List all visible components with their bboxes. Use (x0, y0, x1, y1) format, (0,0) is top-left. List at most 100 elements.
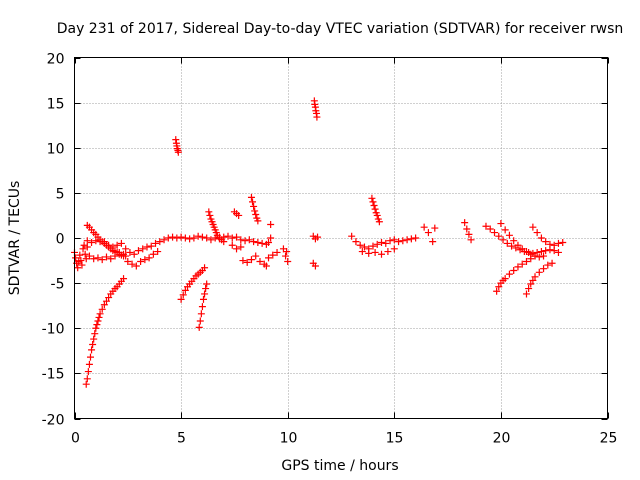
data-point (373, 240, 381, 248)
data-point (252, 211, 260, 219)
data-point (399, 237, 407, 245)
data-point (501, 275, 509, 283)
data-point (499, 236, 507, 244)
data-point (508, 242, 516, 250)
data-point (130, 250, 138, 258)
x-axis-label: GPS time / hours (281, 458, 398, 474)
data-point (395, 238, 403, 246)
data-point (356, 241, 364, 249)
data-point (461, 219, 469, 227)
data-point (554, 248, 562, 256)
data-point (378, 239, 386, 247)
data-point (267, 220, 275, 228)
data-point (224, 232, 232, 240)
series-lower-arc-21-2-22-5h (522, 259, 556, 298)
x-tick-label: 15 (386, 431, 404, 447)
data-point (74, 264, 82, 272)
series-arc-5-6h (177, 264, 209, 303)
data-point (186, 235, 194, 243)
data-point (382, 239, 390, 247)
data-point (84, 368, 92, 376)
data-point (518, 245, 526, 253)
data-point (128, 260, 136, 268)
data-point (81, 250, 89, 258)
data-point (201, 264, 209, 272)
y-tick-label: -20 (42, 413, 65, 429)
data-point (85, 252, 93, 260)
data-point (154, 248, 162, 256)
data-point (429, 238, 437, 246)
data-point (122, 245, 130, 253)
data-point (102, 253, 110, 261)
series-points-16-17h (420, 223, 439, 246)
data-point (542, 247, 550, 255)
data-point (283, 248, 291, 256)
data-point (262, 262, 270, 270)
data-point (198, 233, 206, 241)
data-point (403, 236, 411, 244)
series-cluster-8-9-5h (239, 220, 292, 270)
data-point (265, 239, 273, 247)
data-point (311, 262, 319, 270)
data-point (177, 233, 185, 241)
y-tick-label: -15 (42, 367, 65, 383)
data-point (503, 239, 511, 247)
x-tick-label: 10 (280, 431, 298, 447)
data-point (173, 234, 181, 242)
series-descending-arc-2 (497, 220, 548, 261)
data-point (126, 248, 134, 256)
y-tick-label: -5 (51, 277, 65, 293)
data-point (124, 257, 132, 265)
data-point (90, 335, 98, 343)
data-point (203, 234, 211, 242)
series-spike-14h (368, 194, 383, 226)
data-point (505, 270, 513, 278)
data-point (486, 225, 494, 233)
data-point (94, 317, 102, 325)
data-point (205, 208, 213, 216)
data-point (533, 248, 541, 256)
series-points-11-3h (309, 232, 322, 270)
data-point (89, 340, 97, 348)
data-point (522, 257, 530, 265)
data-point (247, 256, 255, 264)
data-point (314, 233, 322, 241)
data-marks (71, 97, 567, 388)
y-tick-label: 15 (47, 97, 65, 113)
data-point (120, 250, 128, 258)
data-point (88, 239, 96, 247)
data-point (273, 248, 281, 256)
data-point (527, 280, 535, 288)
data-point (548, 259, 556, 267)
data-point (431, 224, 439, 232)
data-point (424, 229, 432, 237)
data-point (85, 360, 93, 368)
data-point (237, 243, 245, 251)
data-point (83, 243, 91, 251)
data-point (412, 234, 420, 242)
data-point (258, 239, 266, 247)
data-point (92, 237, 100, 245)
data-point (76, 251, 84, 259)
data-point (160, 236, 168, 244)
data-point (368, 194, 376, 202)
data-point (527, 255, 535, 263)
data-point (384, 248, 392, 256)
data-point (149, 250, 157, 258)
data-point (156, 238, 164, 246)
data-point (390, 245, 398, 253)
data-point (529, 223, 537, 231)
data-point (535, 268, 543, 276)
data-point (369, 242, 377, 250)
data-point (250, 202, 258, 210)
data-point (531, 273, 539, 281)
data-point (375, 218, 383, 226)
data-point (546, 240, 554, 248)
data-point (233, 233, 241, 241)
data-point (100, 301, 108, 309)
data-point (100, 238, 108, 246)
x-tick-label: 25 (600, 431, 618, 447)
data-point (371, 248, 379, 256)
data-point (365, 249, 373, 257)
